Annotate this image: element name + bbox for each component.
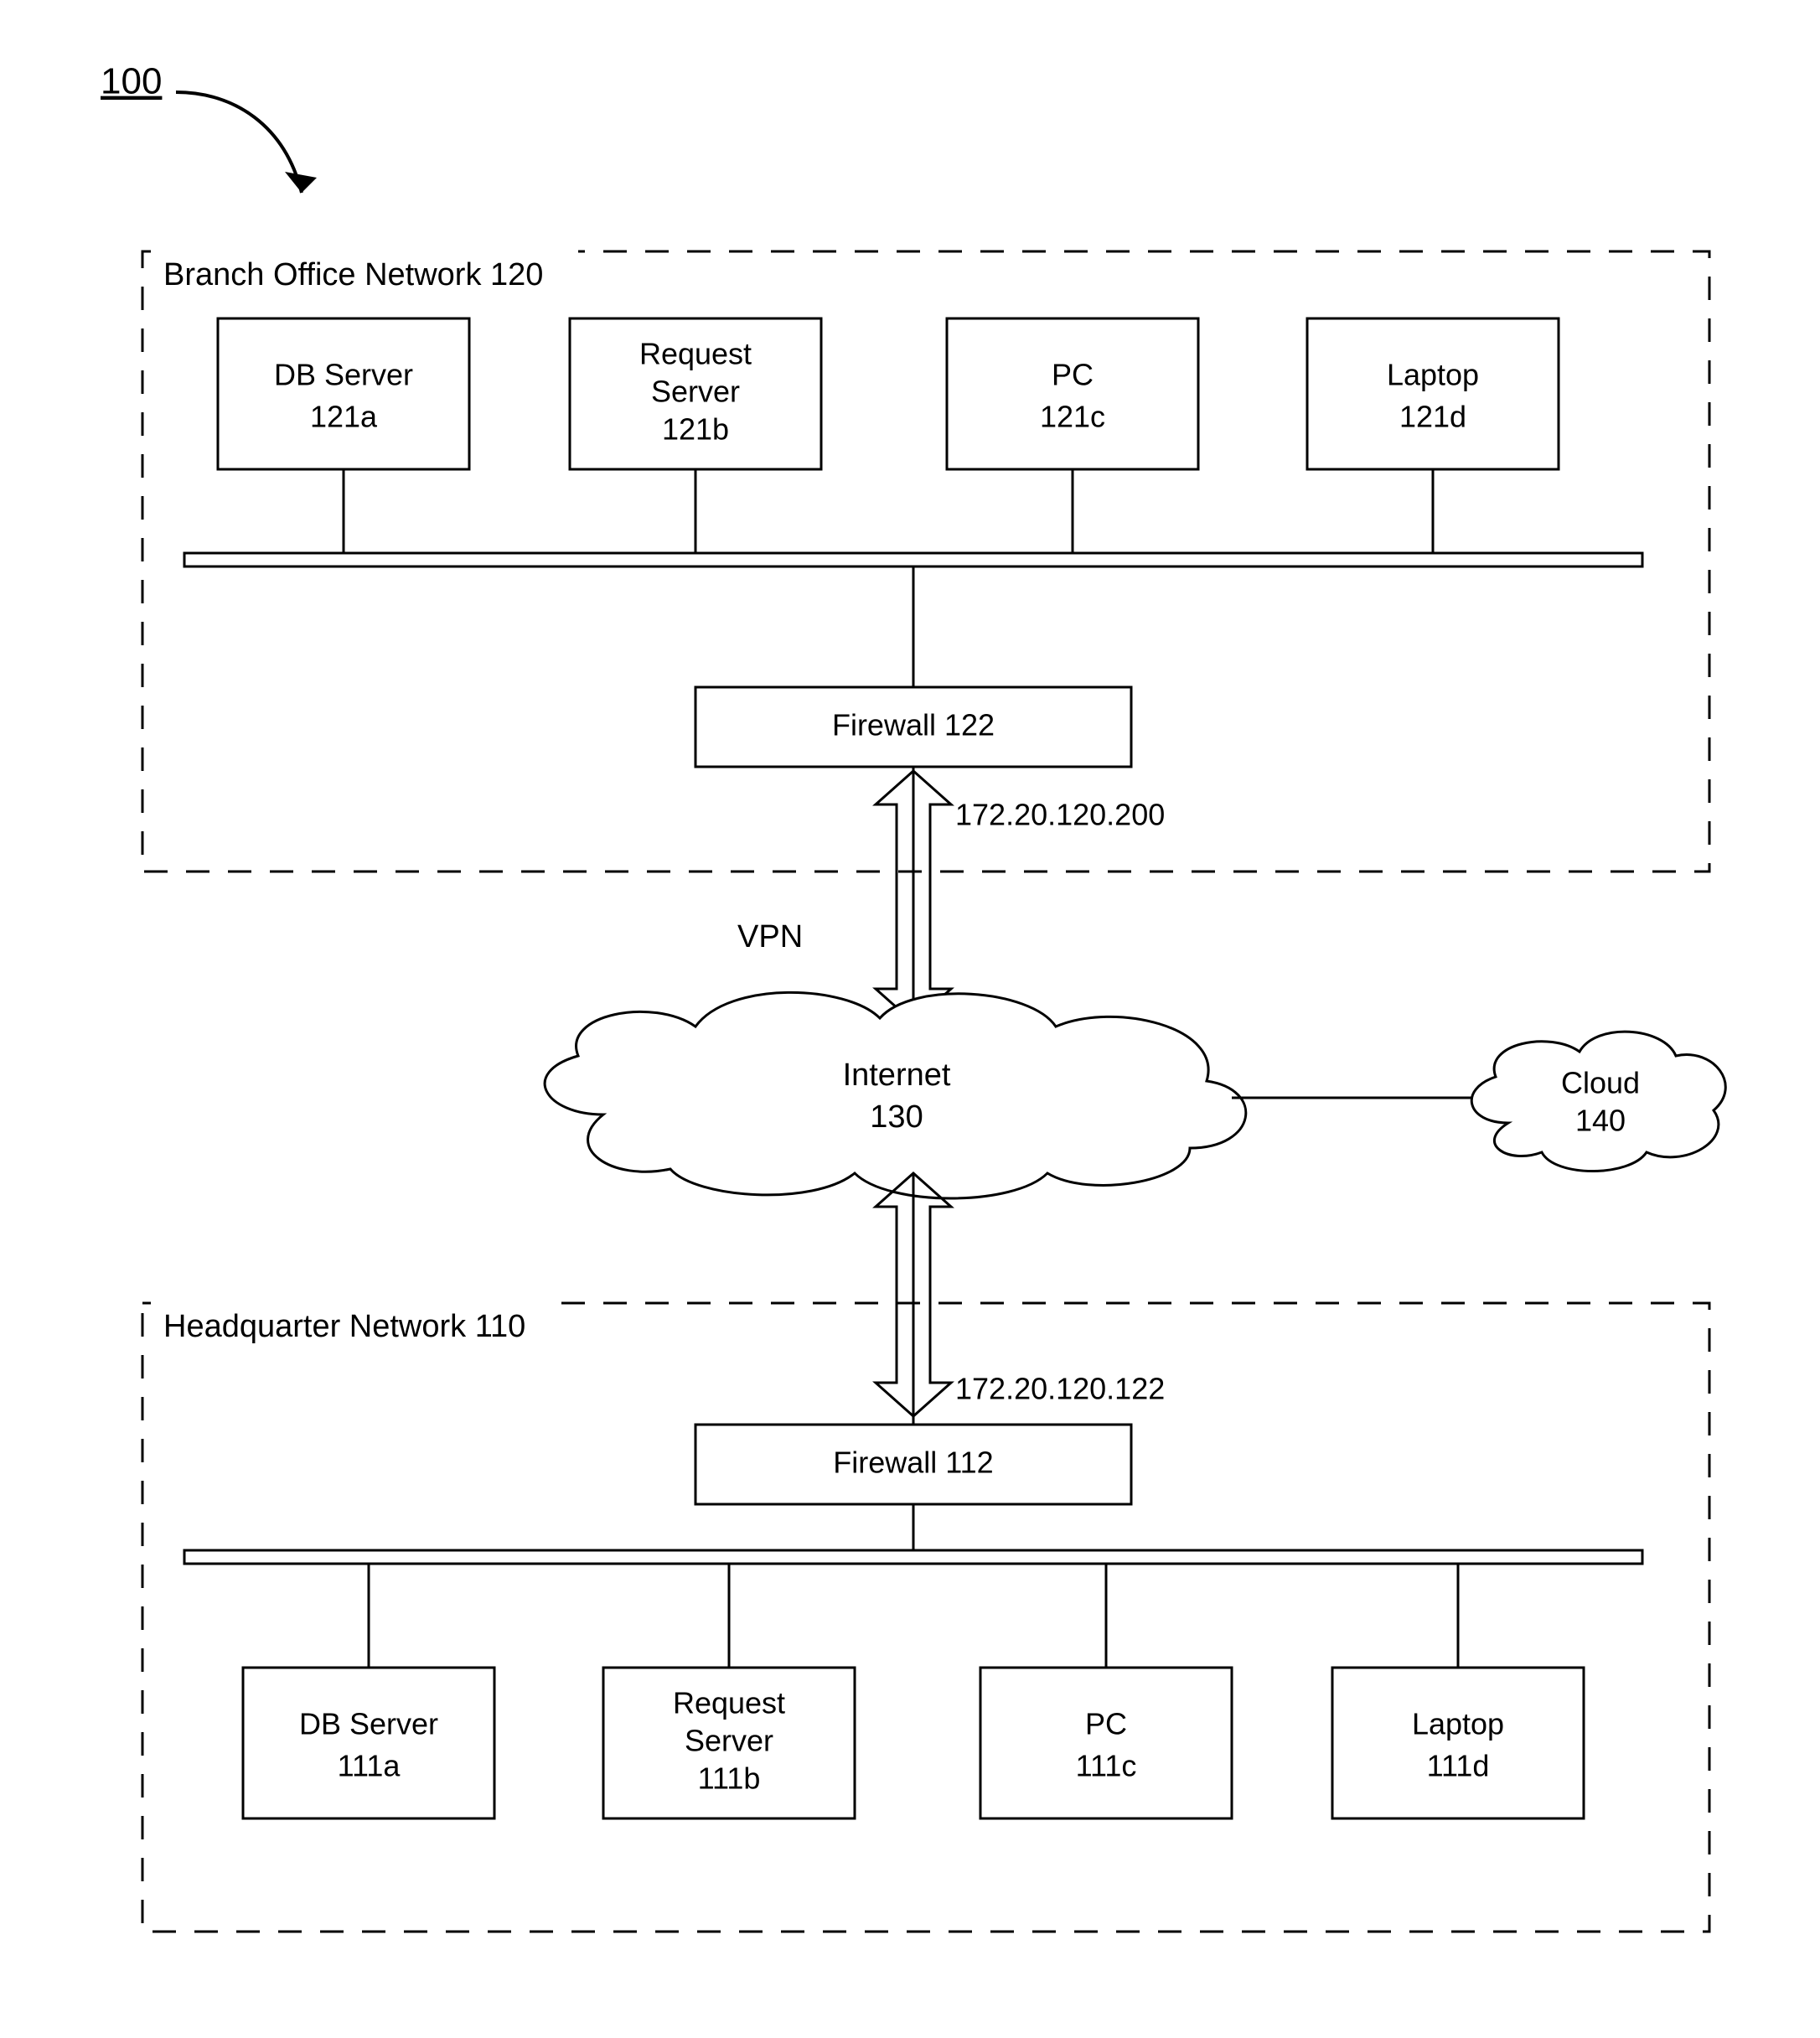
- vpn-arrow-upper-outline: [876, 771, 951, 1022]
- internet-cloud: Internet 130: [545, 992, 1246, 1198]
- svg-text:Server: Server: [651, 375, 740, 409]
- branch-firewall-ip: 172.20.120.200: [955, 798, 1165, 832]
- svg-text:121d: 121d: [1399, 400, 1466, 434]
- branch-db-server-box: DB Server 121a: [218, 318, 469, 469]
- cloud-label-1: Cloud: [1561, 1066, 1640, 1100]
- svg-text:Laptop: Laptop: [1387, 358, 1479, 392]
- svg-text:Server: Server: [685, 1724, 773, 1758]
- cloud-label-2: 140: [1575, 1104, 1626, 1138]
- figure-ref-number: 100: [101, 61, 162, 102]
- figure-ref-arrow-head: [285, 172, 317, 193]
- branch-request-server-box: Request Server 121b: [570, 318, 821, 469]
- svg-text:PC: PC: [1052, 358, 1094, 392]
- hq-request-server-box: Request Server 111b: [603, 1668, 855, 1818]
- svg-text:111b: 111b: [698, 1761, 761, 1796]
- branch-network-group: Branch Office Network 120 DB Server 121a…: [142, 245, 1709, 872]
- figure-ref: 100: [101, 61, 317, 193]
- network-diagram: 100 Branch Office Network 120 DB Server …: [0, 0, 1820, 2038]
- branch-pc-box: PC 121c: [947, 318, 1198, 469]
- svg-text:111c: 111c: [1076, 1749, 1137, 1783]
- figure-ref-arrow-shaft: [176, 92, 302, 193]
- hq-firewall-ip: 172.20.120.122: [955, 1372, 1165, 1406]
- internet-label-2: 130: [870, 1099, 923, 1135]
- svg-text:121c: 121c: [1040, 400, 1105, 434]
- svg-text:DB Server: DB Server: [274, 358, 413, 392]
- hq-firewall-label: Firewall 112: [833, 1446, 993, 1480]
- svg-text:Request: Request: [673, 1686, 785, 1720]
- hq-db-server-box: DB Server 111a: [243, 1668, 494, 1818]
- hq-pc-box: PC 111c: [980, 1668, 1232, 1818]
- hq-laptop-box: Laptop 111d: [1332, 1668, 1584, 1818]
- svg-text:Request: Request: [639, 337, 752, 371]
- vpn-arrow-lower: [876, 1173, 951, 1425]
- internet-cloud-shape: [545, 992, 1246, 1198]
- internet-label-1: Internet: [843, 1058, 951, 1093]
- cloud-140: Cloud 140: [1471, 1032, 1725, 1171]
- vpn-arrow-lower-outline: [876, 1173, 951, 1416]
- hq-network-title: Headquarter Network 110: [163, 1309, 525, 1344]
- branch-network-bus: [184, 553, 1642, 566]
- svg-text:121a: 121a: [310, 400, 378, 434]
- svg-text:DB Server: DB Server: [299, 1707, 438, 1741]
- branch-firewall-label: Firewall 122: [832, 708, 995, 742]
- svg-text:121b: 121b: [662, 412, 729, 447]
- svg-text:PC: PC: [1085, 1707, 1127, 1741]
- svg-text:111d: 111d: [1427, 1749, 1490, 1783]
- svg-text:Laptop: Laptop: [1412, 1707, 1504, 1741]
- svg-text:111a: 111a: [338, 1749, 401, 1783]
- vpn-label: VPN: [737, 919, 803, 954]
- hq-network-bus: [184, 1550, 1642, 1564]
- cloud-140-shape: [1471, 1032, 1725, 1171]
- branch-laptop-box: Laptop 121d: [1307, 318, 1559, 469]
- branch-network-title: Branch Office Network 120: [163, 257, 543, 292]
